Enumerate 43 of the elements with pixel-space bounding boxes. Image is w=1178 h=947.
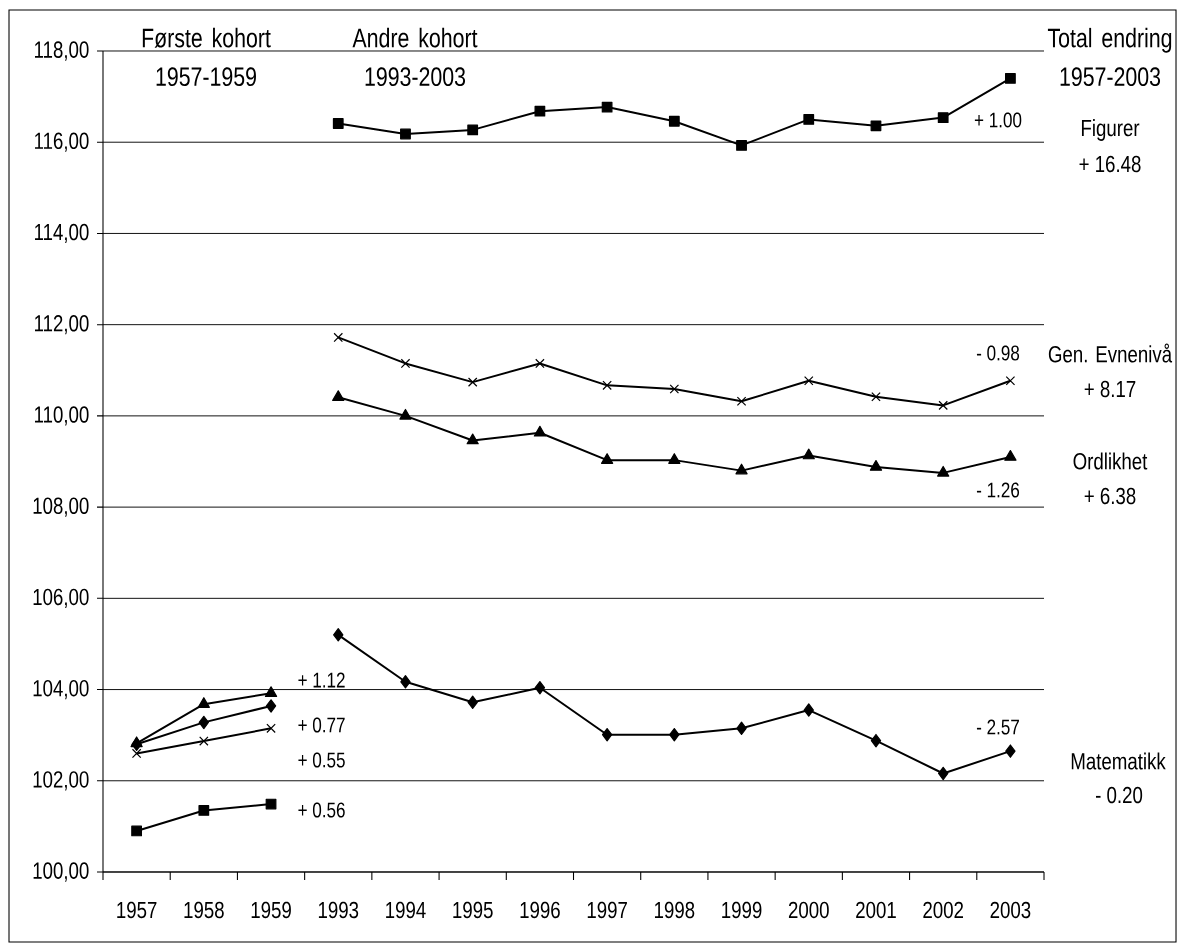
text: + 6.38 [1084,487,1136,505]
x-tick-label: 1998 [654,901,695,919]
y-tick-label: 102,00 [33,771,89,791]
x-tick-label: 1994 [386,901,426,919]
annotation: Andre kohort 1993-2003 [352,27,478,87]
x-tick-label: 1997 [587,901,627,919]
annotation: Første kohort 1957-1959 [142,27,271,87]
annotation: - 2.57 [976,719,1019,735]
text: + 16.48 [1079,155,1141,173]
y-tick-label: 118,00 [35,41,89,61]
y-tick-label: 112,00 [35,315,89,335]
text: Matematikk [1071,752,1166,770]
y-tick-label: 116,00 [35,132,89,152]
x-tick-label: 1959 [251,901,291,919]
x-tick-label: 1993 [318,901,359,919]
x-tick-label: 1958 [184,901,224,919]
text: + 8.17 [1084,380,1136,398]
x-tick-label: 2000 [788,901,829,919]
text: Total endring 1957-2003 [1047,27,1172,87]
y-tick-label: 106,00 [33,588,89,608]
annotation: + 1.12 [298,672,345,688]
x-tick-label: 1999 [722,901,762,919]
y-tick-label: 110,00 [35,406,89,426]
text: Figurer [1081,119,1140,141]
annotation: + 1.00 [974,112,1022,128]
y-tick-label: 108,00 [33,497,89,517]
annotation: + 0.77 [298,717,345,733]
y-tick-label: 114,00 [35,223,89,244]
text: Ordlikhet [1073,452,1148,470]
y-tick-label: 100,00 [33,862,89,882]
series-label: Gen. Evnenivå [1048,343,1173,363]
x-tick-label: 1957 [117,901,157,919]
text: - 0.20 [1095,786,1143,804]
annotation: - 1.26 [976,482,1020,498]
annotation: + 0.56 [298,802,345,818]
x-tick-label: 1996 [520,901,560,919]
x-tick-label: 2002 [923,901,964,919]
annotation: + 0.55 [298,752,345,768]
x-tick-label: 2003 [990,901,1031,919]
x-tick-label: 2001 [856,901,896,919]
annotation: - 0.98 [976,345,1020,361]
x-tick-label: 1995 [453,901,493,919]
y-tick-label: 104,00 [33,679,89,700]
